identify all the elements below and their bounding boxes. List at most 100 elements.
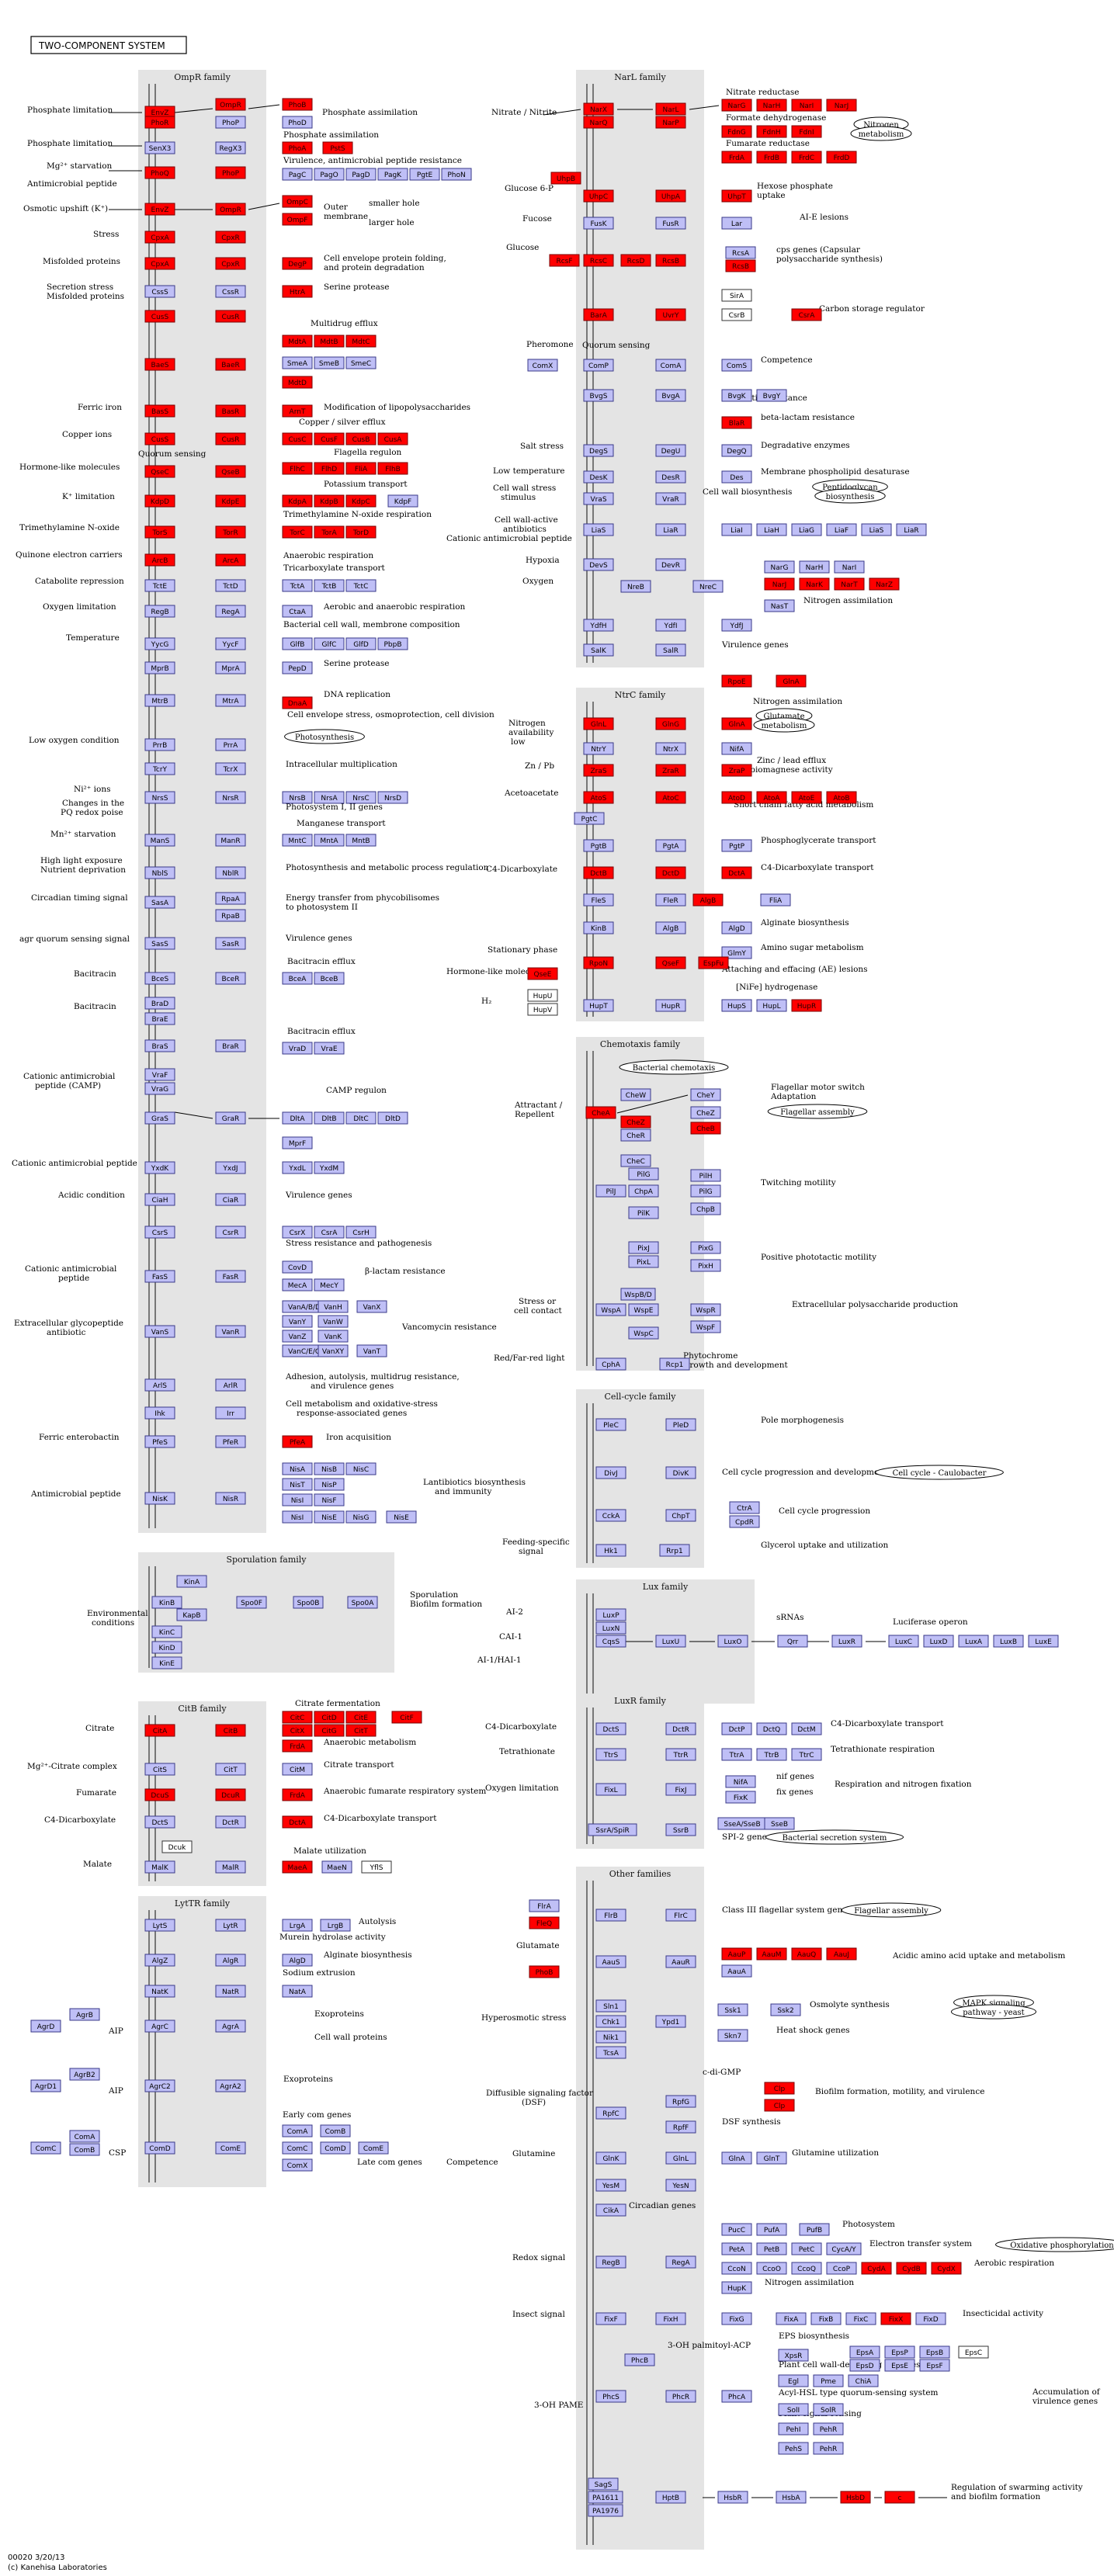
gene-node[interactable]: ArcA bbox=[215, 553, 246, 567]
gene-node[interactable]: RcsF bbox=[549, 254, 580, 267]
gene-node[interactable]: VraF bbox=[144, 1068, 175, 1081]
gene-node[interactable]: RegA bbox=[215, 605, 246, 618]
gene-node[interactable]: AtoE bbox=[791, 791, 822, 804]
gene-node[interactable]: PilJ bbox=[595, 1184, 626, 1198]
gene-node[interactable]: VanX bbox=[356, 1300, 387, 1313]
gene-node[interactable]: NatR bbox=[215, 1985, 246, 1998]
gene-node[interactable]: VraD bbox=[282, 1042, 313, 1055]
gene-node[interactable]: KdpA bbox=[282, 494, 313, 508]
gene-node[interactable]: DctA bbox=[721, 866, 752, 879]
gene-node[interactable]: CpxA bbox=[144, 257, 175, 270]
gene-node[interactable]: SmeB bbox=[314, 356, 345, 369]
gene-node[interactable]: FusK bbox=[583, 217, 614, 230]
gene-node[interactable]: ManS bbox=[144, 834, 175, 847]
gene-node[interactable]: CcoP bbox=[826, 2262, 857, 2275]
gene-node[interactable]: MdtD bbox=[282, 376, 313, 389]
gene-node[interactable]: GlnT bbox=[756, 2151, 787, 2165]
gene-node[interactable]: CphA bbox=[595, 1357, 626, 1371]
gene-node[interactable]: CpdR bbox=[729, 1515, 760, 1528]
gene-node[interactable]: YesN bbox=[665, 2179, 696, 2192]
gene-node[interactable]: MprA bbox=[215, 661, 246, 674]
gene-node[interactable]: DctS bbox=[595, 1722, 626, 1735]
gene-node[interactable]: TctC bbox=[345, 579, 377, 592]
gene-node[interactable]: ZraP bbox=[721, 764, 752, 777]
gene-node[interactable]: LuxO bbox=[717, 1635, 748, 1648]
gene-node[interactable]: YycF bbox=[215, 637, 246, 650]
gene-node[interactable]: DctD bbox=[655, 866, 686, 879]
gene-node[interactable]: AauQ bbox=[791, 1947, 822, 1961]
pathway-link[interactable]: Cell cycle - Caulobacter bbox=[875, 1465, 1004, 1480]
gene-node[interactable]: LuxB bbox=[993, 1635, 1024, 1648]
gene-node[interactable]: HupT bbox=[583, 999, 614, 1012]
gene-node[interactable]: CikA bbox=[595, 2203, 626, 2217]
gene-node[interactable]: CitF bbox=[391, 1711, 422, 1724]
gene-node[interactable]: QseC bbox=[144, 465, 175, 478]
gene-node[interactable]: AlgD bbox=[282, 1954, 313, 1967]
gene-node[interactable]: KdpD bbox=[144, 494, 175, 508]
gene-node[interactable]: NarT bbox=[834, 577, 865, 591]
gene-node[interactable]: PhoB bbox=[529, 1965, 560, 1978]
gene-node[interactable]: RegX3 bbox=[215, 141, 246, 154]
gene-node[interactable]: NarG bbox=[721, 99, 752, 112]
gene-node[interactable]: ComA bbox=[655, 359, 686, 372]
gene-node[interactable]: OmpR bbox=[215, 98, 246, 111]
gene-node[interactable]: NarG bbox=[764, 560, 795, 574]
gene-node[interactable]: YxdJ bbox=[215, 1161, 246, 1174]
gene-node[interactable]: KdpF bbox=[387, 494, 418, 508]
gene-node[interactable]: Spo0F bbox=[236, 1596, 267, 1609]
gene-node[interactable]: TtrB bbox=[756, 1748, 787, 1761]
gene-node[interactable]: FrdA bbox=[721, 151, 752, 164]
gene-node[interactable]: NarK bbox=[799, 577, 830, 591]
gene-node[interactable]: BaeS bbox=[144, 358, 175, 371]
gene-node[interactable]: PbpB bbox=[377, 637, 408, 650]
gene-node[interactable]: PucC bbox=[721, 2223, 752, 2236]
gene-node[interactable]: SolR bbox=[813, 2403, 844, 2416]
gene-node[interactable]: FlhC bbox=[282, 462, 313, 475]
gene-node[interactable]: LiaR bbox=[896, 523, 927, 536]
gene-node[interactable]: NisC bbox=[345, 1462, 377, 1475]
gene-node[interactable]: SasR bbox=[215, 937, 246, 950]
gene-node[interactable]: FleQ bbox=[529, 1916, 560, 1929]
gene-node[interactable]: RpfF bbox=[665, 2120, 696, 2134]
gene-node[interactable]: PleD bbox=[665, 1418, 696, 1431]
gene-node[interactable]: FrdD bbox=[826, 151, 857, 164]
gene-node[interactable]: EpsD bbox=[849, 2359, 880, 2372]
gene-node[interactable]: AgrB2 bbox=[69, 2068, 100, 2081]
gene-node[interactable]: ComA bbox=[69, 2130, 100, 2143]
gene-node[interactable]: ArnT bbox=[282, 404, 313, 418]
gene-node[interactable]: QseE bbox=[527, 967, 558, 980]
gene-node[interactable]: ZraR bbox=[655, 764, 686, 777]
gene-node[interactable]: PixJ bbox=[628, 1241, 659, 1254]
gene-node[interactable]: LuxR bbox=[831, 1635, 862, 1648]
gene-node[interactable]: YdfH bbox=[583, 619, 614, 632]
gene-node[interactable]: GlnG bbox=[655, 717, 686, 730]
gene-node[interactable]: CheZ bbox=[620, 1115, 651, 1129]
gene-node[interactable]: MaeA bbox=[282, 1860, 313, 1874]
pathway-link[interactable]: Flagellar assembly bbox=[767, 1104, 868, 1119]
gene-node[interactable]: BvgA bbox=[655, 389, 686, 402]
gene-node[interactable]: AgrA2 bbox=[215, 2079, 246, 2092]
gene-node[interactable]: FixC bbox=[845, 2312, 876, 2325]
gene-node[interactable]: Dcuk bbox=[161, 1840, 193, 1853]
gene-node[interactable]: c bbox=[884, 2491, 915, 2504]
gene-node[interactable]: CheW bbox=[620, 1088, 651, 1101]
gene-node[interactable]: UvrY bbox=[655, 308, 686, 321]
gene-node[interactable]: CheC bbox=[620, 1154, 651, 1167]
gene-node[interactable]: SalK bbox=[583, 643, 614, 657]
gene-node[interactable]: PehR bbox=[813, 2442, 844, 2455]
gene-node[interactable]: EpsF bbox=[919, 2359, 950, 2372]
gene-node[interactable]: EpsC bbox=[958, 2345, 989, 2359]
gene-node[interactable]: AlgZ bbox=[144, 1954, 175, 1967]
gene-node[interactable]: Sln1 bbox=[595, 1999, 626, 2013]
pathway-link[interactable]: Flagellar assembly bbox=[841, 1902, 942, 1918]
gene-node[interactable]: BraE bbox=[144, 1012, 175, 1025]
gene-node[interactable]: CitT bbox=[345, 1724, 377, 1737]
gene-node[interactable]: Irr bbox=[215, 1406, 246, 1420]
gene-node[interactable]: PA1976 bbox=[588, 2504, 623, 2517]
gene-node[interactable]: VanH bbox=[318, 1300, 349, 1313]
gene-node[interactable]: PufA bbox=[756, 2223, 787, 2236]
gene-node[interactable]: NarH bbox=[799, 560, 830, 574]
gene-node[interactable]: CheY bbox=[690, 1088, 721, 1101]
gene-node[interactable]: TctA bbox=[282, 579, 313, 592]
gene-node[interactable]: SolI bbox=[778, 2403, 809, 2416]
